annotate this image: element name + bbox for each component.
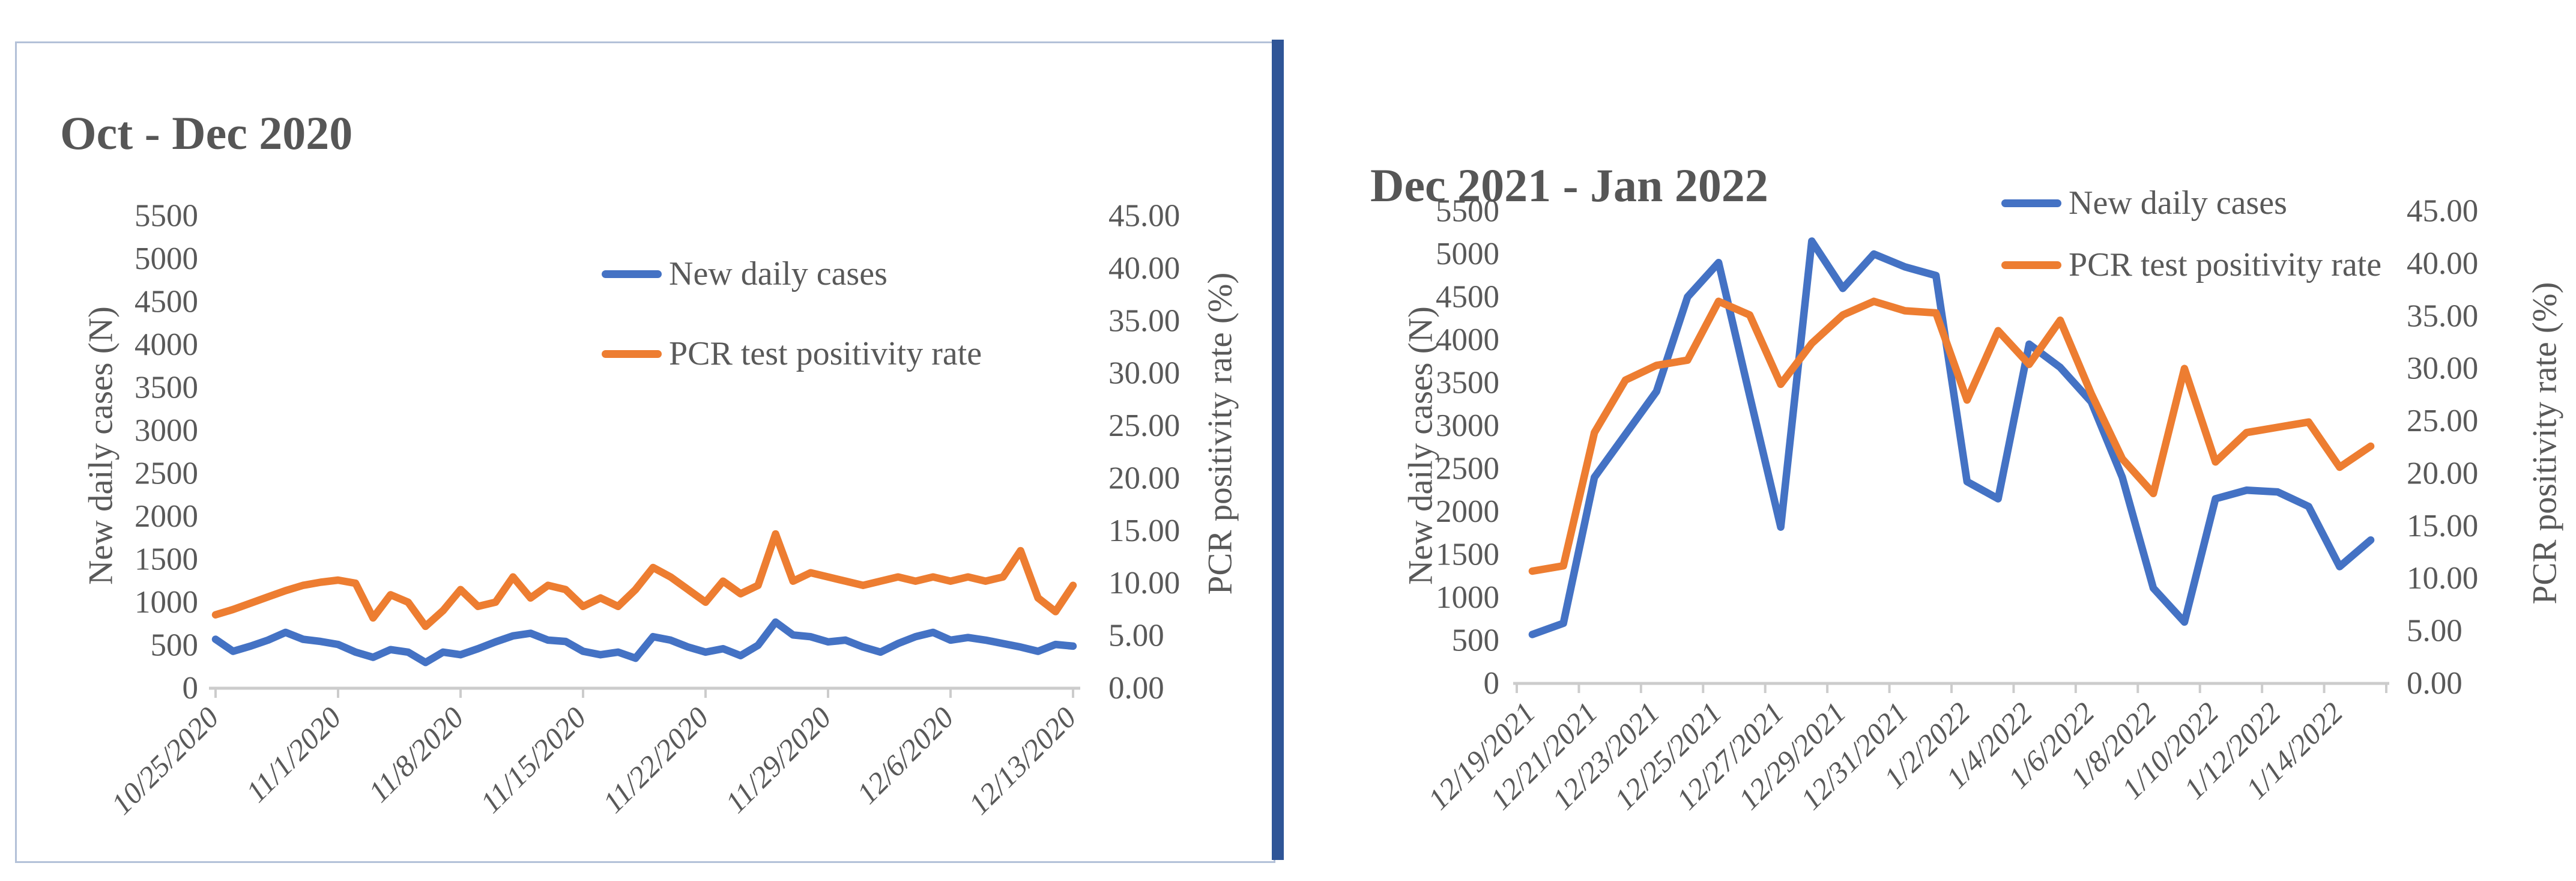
y-tick-label-left: 3500	[1436, 366, 1499, 401]
panel-divider	[1272, 40, 1284, 860]
y-tick-label-right: 45.00	[2407, 194, 2478, 229]
y-tick-label-right: 35.00	[2407, 298, 2478, 333]
legend-item-cases: New daily cases	[2001, 184, 2287, 222]
y-tick-label-left: 500	[1452, 623, 1500, 658]
positivity-legend-swatch	[2001, 261, 2061, 269]
y-tick-label-right: 0.00	[1108, 671, 1164, 706]
positivity-line	[211, 530, 1077, 631]
y-tick-label-left: 5000	[1436, 237, 1499, 271]
y-axis-title-cases: New daily cases (N)	[82, 306, 120, 585]
y-tick-label-left: 5500	[1436, 194, 1499, 229]
legend-item-positivity: PCR test positivity rate	[602, 335, 982, 373]
cases-legend-swatch	[602, 270, 662, 278]
chart-title: Dec 2021 - Jan 2022	[1370, 159, 1768, 211]
y-tick-label-left: 1500	[1436, 537, 1499, 572]
x-tick-label: 12/13/2020	[962, 700, 1083, 821]
y-tick-label-left: 2500	[1436, 452, 1499, 486]
y-tick-label-right: 15.00	[2407, 509, 2478, 543]
y-tick-label-left: 500	[151, 628, 199, 663]
y-tick-label-left: 5000	[135, 241, 198, 276]
x-tick-label: 10/25/2020	[104, 700, 225, 821]
y-tick-label-right: 15.00	[1108, 513, 1180, 548]
cases-line	[211, 618, 1077, 667]
y-tick-label-right: 20.00	[1108, 461, 1180, 495]
x-tick-label: 11/22/2020	[596, 700, 715, 819]
y-axis-title-positivity: PCR positivity rate (%)	[2526, 282, 2564, 605]
legend-item-cases: New daily cases	[602, 255, 887, 293]
y-tick-label-left: 3500	[135, 371, 198, 405]
x-tick-label: 11/8/2020	[361, 700, 470, 808]
y-tick-label-left: 0	[183, 671, 199, 706]
y-tick-label-left: 4000	[1436, 322, 1499, 357]
x-tick-label: 11/15/2020	[474, 700, 593, 819]
x-tick-label: 11/29/2020	[719, 700, 838, 819]
y-tick-label-left: 1000	[1436, 580, 1499, 615]
y-tick-label-right: 10.00	[1108, 566, 1180, 601]
positivity-legend-swatch	[602, 350, 662, 358]
y-tick-label-right: 20.00	[2407, 456, 2478, 491]
legend-label: New daily cases	[2069, 184, 2287, 222]
y-tick-label-left: 3000	[135, 413, 198, 448]
y-tick-label-right: 45.00	[1108, 199, 1180, 234]
y-tick-label-right: 25.00	[1108, 408, 1180, 443]
legend-label: New daily cases	[669, 255, 887, 292]
cases-legend-swatch	[2001, 199, 2061, 207]
y-tick-label-right: 40.00	[2407, 246, 2478, 281]
y-tick-label-left: 2000	[1436, 494, 1499, 529]
legend-label: PCR test positivity rate	[669, 335, 982, 372]
y-tick-label-right: 40.00	[1108, 251, 1180, 286]
chart-title: Oct - Dec 2020	[60, 106, 353, 159]
y-tick-label-right: 30.00	[2407, 351, 2478, 386]
y-tick-label-right: 35.00	[1108, 303, 1180, 338]
y-tick-label-left: 3000	[1436, 408, 1499, 443]
legend-label: PCR test positivity rate	[2069, 246, 2382, 283]
y-tick-label-right: 25.00	[2407, 404, 2478, 438]
y-tick-label-left: 1500	[135, 542, 198, 577]
x-tick-label: 12/6/2020	[850, 700, 960, 810]
y-axis-title-positivity: PCR positivity rate (%)	[1201, 272, 1239, 595]
y-tick-label-right: 30.00	[1108, 356, 1180, 391]
y-tick-label-left: 4500	[135, 285, 198, 319]
legend-item-positivity: PCR test positivity rate	[2001, 246, 2381, 284]
y-tick-label-left: 0	[1484, 666, 1500, 701]
y-tick-label-right: 10.00	[2407, 561, 2478, 596]
y-tick-label-right: 0.00	[2407, 666, 2463, 701]
y-tick-label-left: 1000	[135, 585, 198, 620]
cases-line	[1528, 237, 2375, 638]
x-tick-label: 11/1/2020	[239, 700, 347, 808]
left-chart-frame	[15, 41, 1275, 863]
y-axis-title-cases: New daily cases (N)	[1401, 306, 1440, 585]
y-tick-label-right: 5.00	[2407, 614, 2463, 649]
y-tick-label-left: 2000	[135, 499, 198, 534]
y-tick-label-left: 4500	[1436, 280, 1499, 315]
positivity-line	[1528, 297, 2375, 575]
y-tick-label-right: 5.00	[1108, 619, 1164, 653]
y-tick-label-left: 2500	[135, 456, 198, 491]
y-tick-label-left: 5500	[135, 199, 198, 234]
y-tick-label-left: 4000	[135, 327, 198, 362]
